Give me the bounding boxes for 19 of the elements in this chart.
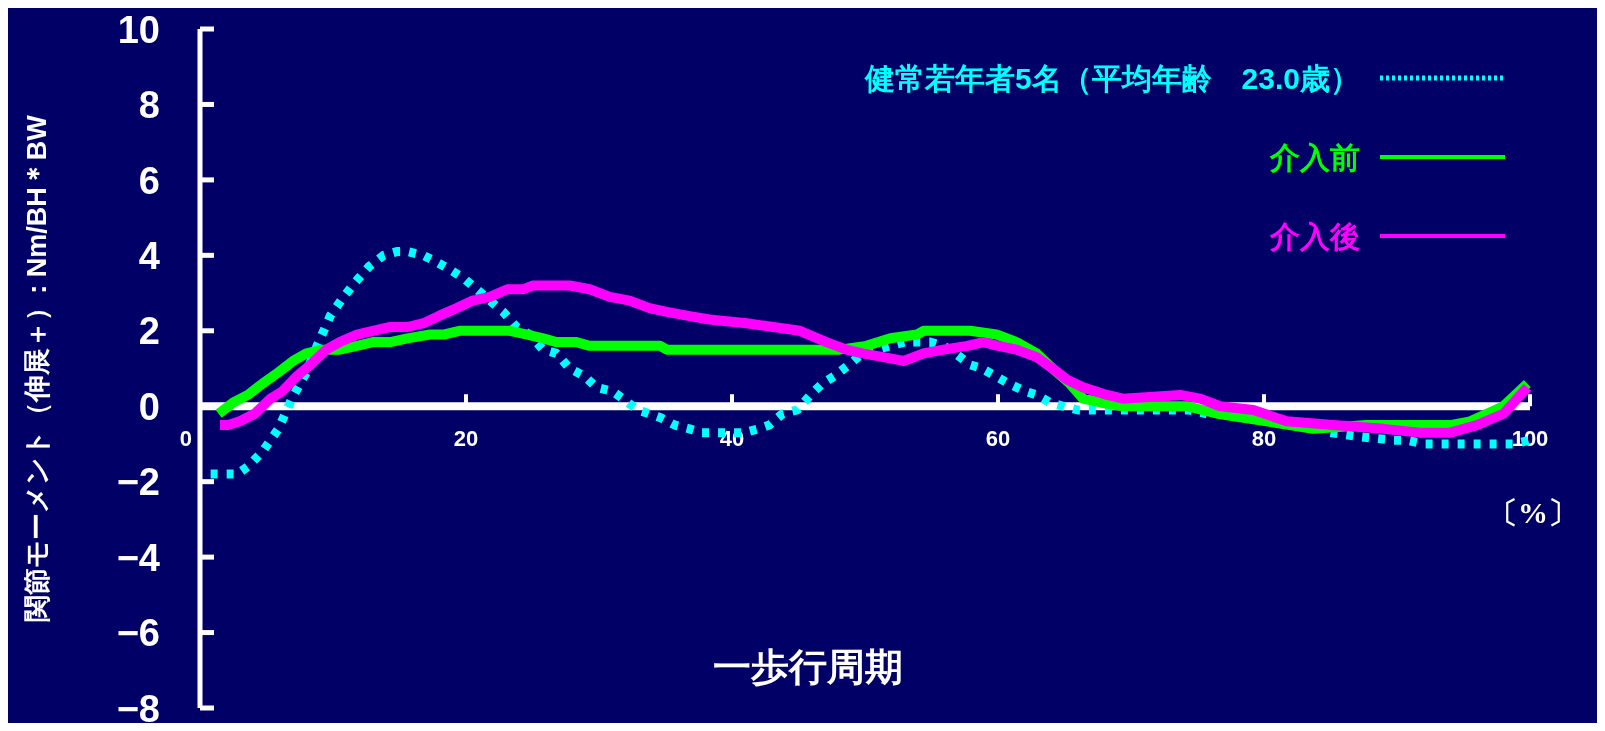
y-tick-label: 6 xyxy=(138,159,160,202)
x-tick-label: 80 xyxy=(1251,426,1277,452)
y-tick-label: 10 xyxy=(117,8,160,51)
y-tick-label: −8 xyxy=(116,687,160,730)
annotation: 〔%〕 xyxy=(1488,496,1578,529)
x-tick-label: 20 xyxy=(453,426,479,452)
y-tick-label: −2 xyxy=(116,461,160,504)
y-tick-label: 8 xyxy=(138,84,160,127)
y-tick-label: −4 xyxy=(116,536,160,579)
y-tick-label: 4 xyxy=(138,235,160,278)
y-tick-label: 2 xyxy=(138,310,160,353)
legend-label: 介入後 xyxy=(1269,219,1360,253)
x-tick-label: 0 xyxy=(179,426,192,452)
legend-label: 介入前 xyxy=(1269,140,1360,174)
y-tick-label: −6 xyxy=(116,612,160,655)
x-axis-title: 一歩行周期 xyxy=(713,646,903,688)
x-tick-label: 60 xyxy=(985,426,1011,452)
legend-label: 健常若年者5名（平均年齢 23.0歳） xyxy=(863,61,1360,95)
y-axis-title: 関節モーメント（伸展＋）: Nm/BH＊BW xyxy=(22,114,52,622)
